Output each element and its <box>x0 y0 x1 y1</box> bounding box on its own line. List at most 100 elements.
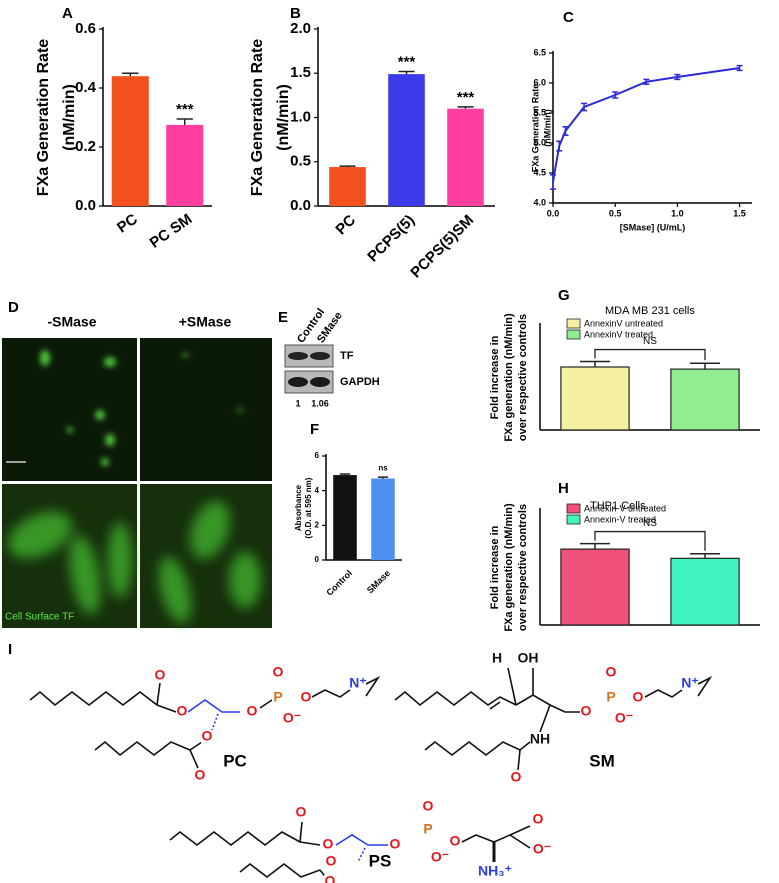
atom-label: O <box>323 836 334 852</box>
legend-label: AnnexinV untreated <box>584 318 663 328</box>
panel-letter: F <box>310 421 319 438</box>
bond <box>156 704 177 713</box>
x-axis-label: [SMase] (U/mL) <box>620 222 686 232</box>
bar <box>670 557 740 626</box>
atom-knockout <box>286 712 298 726</box>
y-axis-label: Fold increase in <box>489 335 501 419</box>
legend-swatch <box>566 329 581 340</box>
atom-label: O⁻ <box>533 841 551 857</box>
band <box>310 352 330 360</box>
y-tick-label: 0.6 <box>75 20 96 37</box>
y-tick-label: 4.5 <box>533 167 546 177</box>
comparison-bracket <box>594 348 706 361</box>
ratio: 1 <box>295 398 300 408</box>
atom-label: OH <box>518 650 539 666</box>
atom-knockout <box>194 769 206 783</box>
data-line <box>552 67 740 183</box>
band-label: GAPDH <box>340 376 380 388</box>
panel-letter: A <box>62 5 73 22</box>
bar <box>670 368 740 431</box>
atom-knockout <box>322 838 334 852</box>
band <box>310 377 330 387</box>
panel-letter: E <box>278 309 288 326</box>
atom-knockout <box>389 838 401 852</box>
atom-knockout <box>434 851 446 865</box>
bar <box>166 124 204 206</box>
y-tick-label: 1.0 <box>290 108 311 125</box>
bar <box>447 108 484 206</box>
atom-label: O <box>450 833 461 849</box>
bar <box>111 76 149 206</box>
legend-label: Annexin-V untreated <box>584 503 666 513</box>
bond <box>211 713 219 731</box>
y-axis-label: FXa Generation Rate <box>530 84 540 173</box>
x-tick-label: PC <box>114 211 141 237</box>
band <box>288 352 308 360</box>
atom-label: O⁻ <box>615 710 633 726</box>
panel-e: E Control SMase TF GAPDH 1 1.06 <box>278 306 380 408</box>
atom-label: NH₃⁺ <box>478 863 512 879</box>
atom-label: O <box>273 664 284 680</box>
atom-knockout <box>491 652 503 666</box>
atom-label: O <box>301 689 312 705</box>
y-axis-label: FXa generation (nM/min) <box>503 503 515 632</box>
x-tick-label: PCPS(5) <box>364 212 418 266</box>
bar <box>333 475 357 560</box>
y-tick-label: 0.0 <box>290 197 311 214</box>
atom-label: O <box>606 664 617 680</box>
glycerol <box>187 699 240 713</box>
atom-knockout <box>510 771 522 785</box>
bar <box>371 478 395 560</box>
atom-label: O <box>533 811 544 827</box>
atom-label: O⁻ <box>283 710 301 726</box>
atom-knockout <box>154 669 166 683</box>
atom-label: P <box>606 689 615 705</box>
band-label: TF <box>340 350 354 362</box>
significance: *** <box>457 89 475 106</box>
panel-letter: D <box>8 299 19 316</box>
atom-knockout <box>684 677 696 691</box>
bond <box>156 682 161 706</box>
y-tick-label: 5.5 <box>533 107 546 117</box>
x-tick-label: SMase <box>365 568 392 595</box>
x-tick-label: 0.5 <box>609 208 622 218</box>
y-axis-label: FXa Generation Rate <box>35 39 52 196</box>
bond <box>697 675 713 697</box>
significance: ns <box>378 463 388 472</box>
y-tick-label: 1.5 <box>290 64 311 81</box>
atom-knockout <box>580 705 592 719</box>
bond <box>189 749 199 769</box>
atom-knockout <box>352 677 364 691</box>
panel-letter: H <box>558 480 569 497</box>
atom-label: O <box>326 853 337 869</box>
y-axis-label: over respective controls <box>517 504 529 631</box>
atom-label: O <box>296 804 307 820</box>
bond <box>357 847 366 863</box>
blot <box>284 370 334 394</box>
atom-label: O <box>423 798 434 814</box>
atom-knockout <box>489 865 501 879</box>
atom-knockout <box>605 691 617 705</box>
bond <box>461 825 531 843</box>
atom-label: O <box>202 728 213 744</box>
legend-label: Annexin-V treated <box>584 514 656 524</box>
comparison-label: NS <box>643 518 657 529</box>
atom-knockout <box>272 691 284 705</box>
atom-knockout <box>534 733 546 747</box>
bar <box>560 548 630 626</box>
comparison-bracket <box>594 530 706 551</box>
micrograph <box>140 338 272 481</box>
x-tick-label: 0.0 <box>547 208 560 218</box>
legend-label: AnnexinV treated <box>584 329 653 339</box>
atom-knockout <box>522 652 534 666</box>
significance: *** <box>176 101 194 118</box>
atom-knockout <box>272 666 284 680</box>
y-tick-label: 6.0 <box>533 77 546 87</box>
bond <box>644 689 683 698</box>
atom-label: P <box>273 689 282 705</box>
atom-knockout <box>422 800 434 814</box>
acyl-chain <box>424 740 531 757</box>
atom-label: NH <box>530 731 550 747</box>
y-axis-label: Absorbance <box>294 484 303 531</box>
atom-knockout <box>246 705 258 719</box>
